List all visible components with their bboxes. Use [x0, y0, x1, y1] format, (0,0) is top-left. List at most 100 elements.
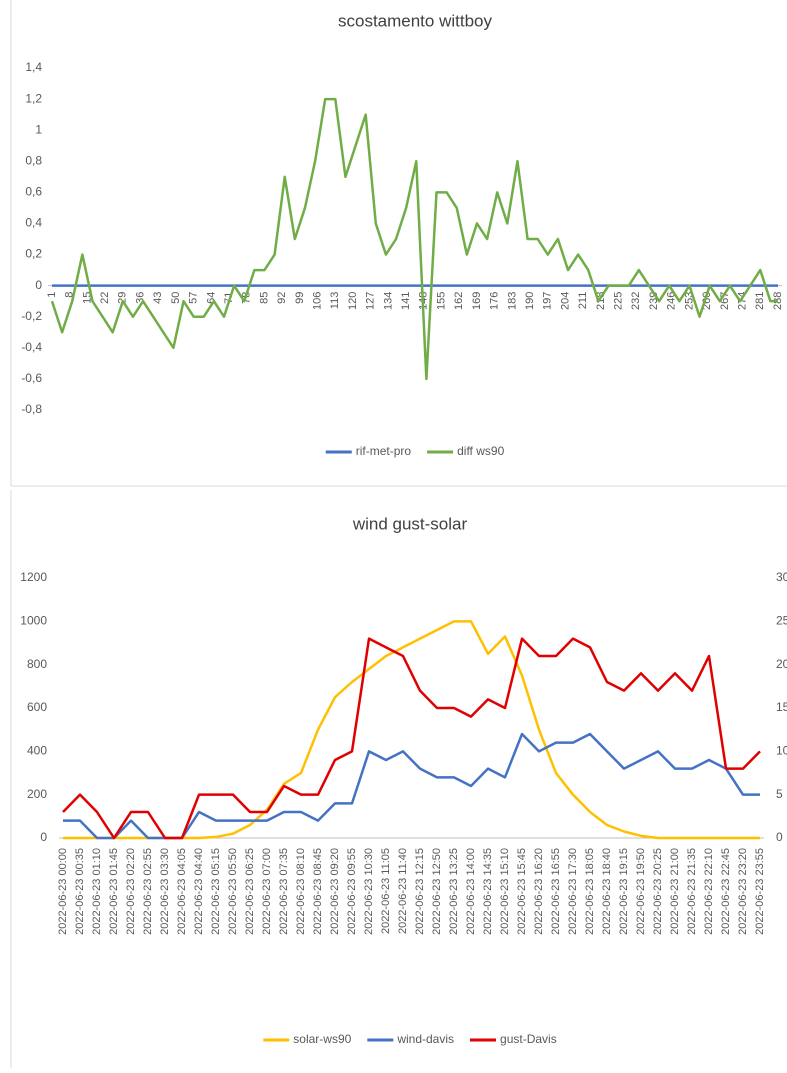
x-tick-label: 2022-06-23 09:20: [329, 848, 341, 935]
x-tick-label: 127: [365, 292, 377, 310]
x-tick-label: 2022-06-23 19:50: [635, 848, 647, 935]
x-tick-label: 113: [329, 292, 341, 310]
x-tick-label: 2022-06-23 02:55: [142, 848, 154, 935]
x-tick-label: 190: [524, 292, 536, 310]
x-tick-label: 2022-06-23 21:35: [686, 848, 698, 935]
x-tick-label: 2022-06-23 03:30: [159, 848, 171, 935]
y2-tick-label: 15: [776, 700, 787, 714]
x-tick-label: 106: [312, 292, 324, 310]
x-tick-label: 197: [542, 292, 554, 310]
x-tick-label: 99: [294, 292, 306, 304]
x-tick-label: 162: [453, 292, 465, 310]
x-tick-label: 155: [435, 292, 447, 310]
x-tick-label: 57: [188, 292, 200, 304]
legend-label: gust-Davis: [500, 1032, 557, 1046]
x-tick-label: 2022-06-23 19:15: [618, 848, 630, 935]
x-tick-label: 2022-06-23 23:55: [754, 848, 766, 935]
x-tick-label: 50: [170, 292, 182, 304]
x-tick-label: 2022-06-23 16:55: [550, 848, 562, 935]
x-tick-label: 2022-06-23 06:25: [244, 848, 256, 935]
y2-tick-label: 10: [776, 744, 787, 758]
legend: rif-met-pro diff ws90: [325, 444, 505, 458]
x-tick-label: 2022-06-23 07:35: [278, 848, 290, 935]
y2-tick-label: 0: [776, 830, 783, 844]
x-tick-label: 141: [400, 292, 412, 310]
y-tick-label: 400: [27, 744, 47, 758]
x-tick-label: 120: [347, 292, 359, 310]
x-tick-label: 274: [736, 292, 748, 310]
x-tick-label: 2022-06-23 14:35: [482, 848, 494, 935]
x-tick-label: 1: [46, 292, 58, 298]
x-tick-label: 2022-06-23 15:45: [516, 848, 528, 935]
x-tick-label: 2022-06-23 13:25: [448, 848, 460, 935]
y2-tick-label: 20: [776, 657, 787, 671]
x-tick-label: 2022-06-23 23:20: [737, 848, 749, 935]
x-tick-label: 2022-06-23 11:40: [397, 848, 409, 934]
x-tick-label: 2022-06-23 18:05: [584, 848, 596, 935]
y2-tick-label: 30: [776, 570, 787, 584]
x-tick-label: 29: [117, 292, 129, 304]
x-tick-label: 176: [489, 292, 501, 310]
y-tick-label: 200: [27, 787, 47, 801]
x-tick-label: 2022-06-23 00:35: [74, 848, 86, 935]
x-tick-label: 2022-06-23 14:00: [465, 848, 477, 935]
legend: solar-ws90 wind-davis gust-Davis: [263, 1032, 557, 1046]
x-tick-label: 2022-06-23 01:10: [91, 848, 103, 935]
y-tick-label: -0,8: [21, 402, 42, 416]
x-tick-label: 2022-06-23 22:10: [703, 848, 715, 935]
y-tick-label: -0,2: [21, 309, 42, 323]
y-tick-label: 0,2: [25, 247, 42, 261]
x-tick-label: 2022-06-23 09:55: [346, 848, 358, 935]
x-tick-label: 134: [382, 292, 394, 310]
x-tick-label: 85: [258, 292, 270, 304]
x-tick-label: 2022-06-23 12:50: [431, 848, 443, 935]
chart-title: scostamento wittboy: [338, 11, 493, 30]
x-tick-label: 2022-06-23 08:10: [295, 848, 307, 935]
x-tick-label: 2022-06-23 07:00: [261, 848, 273, 935]
x-tick-label: 8: [64, 292, 76, 298]
y2-tick-label: 5: [776, 787, 783, 801]
x-tick-label: 211: [577, 292, 589, 310]
x-tick-label: 281: [754, 292, 766, 310]
series-line: [62, 637, 761, 840]
x-tick-label: 43: [152, 292, 164, 304]
y-tick-label: 1000: [20, 614, 47, 628]
x-tick-label: 232: [630, 292, 642, 310]
y-tick-label: -0,4: [21, 340, 42, 354]
x-tick-label: 2022-06-23 21:00: [669, 848, 681, 935]
y2-tick-label: 25: [776, 614, 787, 628]
x-tick-label: 2022-06-23 15:10: [499, 848, 511, 935]
x-tick-label: 2022-06-23 02:20: [125, 848, 137, 935]
x-tick-label: 2022-06-23 20:25: [652, 848, 664, 935]
x-tick-label: 2022-06-23 05:15: [210, 848, 222, 935]
x-tick-label: 169: [471, 292, 483, 310]
x-tick-label: 2022-06-23 04:40: [193, 848, 205, 935]
x-tick-label: 204: [559, 292, 571, 310]
y-tick-label: -0,6: [21, 371, 42, 385]
y-tick-label: 0,6: [25, 185, 42, 199]
x-tick-label: 2022-06-23 00:00: [57, 848, 69, 935]
series-line: [63, 620, 760, 840]
legend-label: rif-met-pro: [356, 444, 412, 458]
x-tick-label: 2022-06-23 04:05: [176, 848, 188, 935]
y-tick-label: 600: [27, 700, 47, 714]
legend-label: diff ws90: [457, 444, 504, 458]
y-tick-label: 1200: [20, 570, 47, 584]
y-tick-label: 1,2: [25, 91, 42, 105]
x-tick-label: 22: [99, 292, 111, 304]
x-tick-label: 92: [276, 292, 288, 304]
y-tick-label: 0: [40, 830, 47, 844]
y-tick-label: 0: [35, 278, 42, 292]
x-tick-label: 183: [506, 292, 518, 310]
x-tick-label: 2022-06-23 12:15: [414, 848, 426, 935]
x-tick-label: 2022-06-23 17:30: [567, 848, 579, 935]
y-tick-label: 0,8: [25, 153, 42, 167]
series-line: [63, 732, 760, 840]
x-tick-label: 2022-06-23 08:45: [312, 848, 324, 935]
y-tick-label: 0,4: [25, 216, 42, 230]
x-tick-label: 2022-06-23 05:50: [227, 848, 239, 935]
x-tick-label: 2022-06-23 11:05: [380, 848, 392, 934]
y-tick-label: 1: [35, 122, 42, 136]
x-tick-label: 225: [613, 292, 625, 310]
